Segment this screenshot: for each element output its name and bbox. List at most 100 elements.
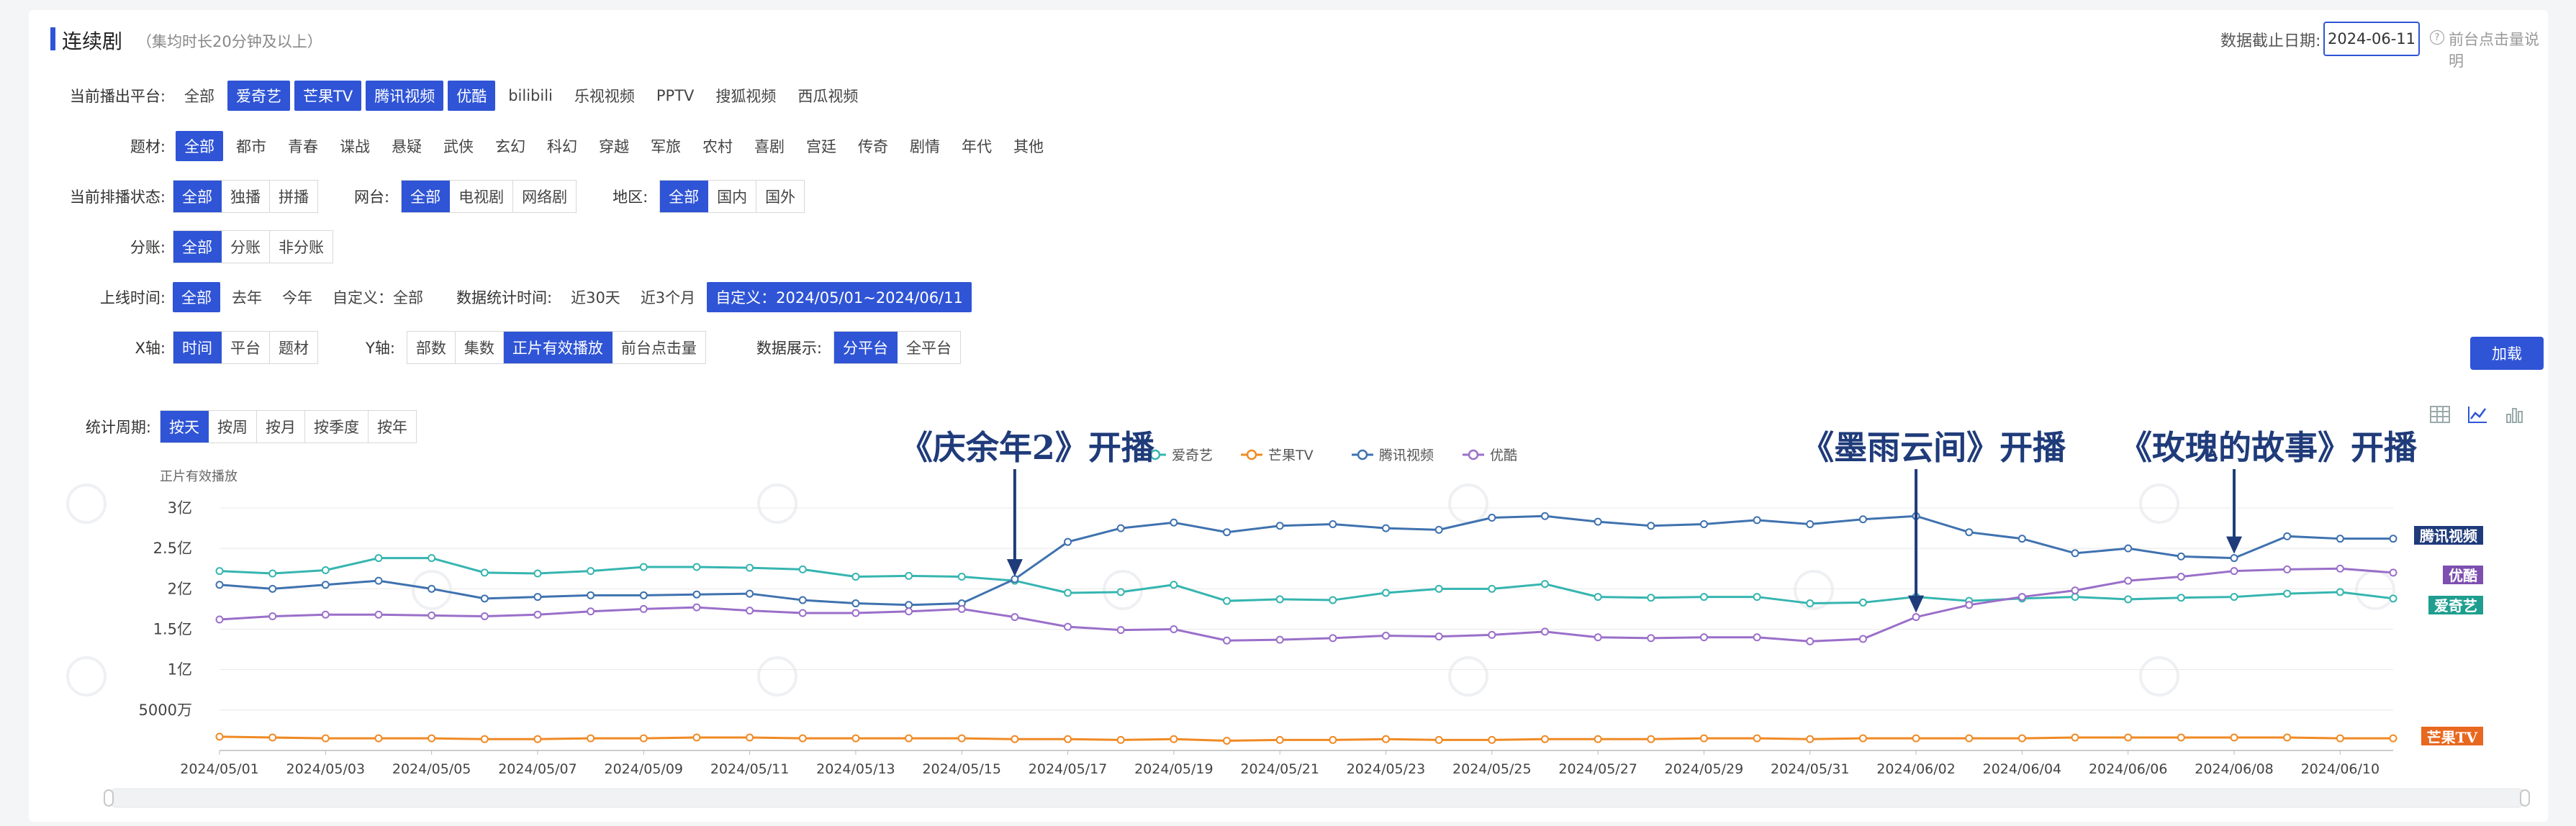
online-time-filter-option[interactable]: 去年 <box>232 289 262 307</box>
x-axis-filter-option[interactable]: 时间 <box>173 332 222 363</box>
genre-filter-option[interactable]: 其他 <box>1013 138 1044 155</box>
platform-filter-option[interactable]: bilibili <box>508 87 553 104</box>
network-filter-option[interactable]: 网络剧 <box>522 189 568 206</box>
data-point <box>1223 737 1231 745</box>
display-filter-option[interactable]: 分平台 <box>833 332 898 363</box>
stat-time-filter-option[interactable]: 自定义：2024/05/01~2024/06/11 <box>707 282 972 312</box>
help-link[interactable]: 前台点击量说明 <box>2449 31 2539 70</box>
legend-marker <box>1246 449 1257 460</box>
genre-filter-option[interactable]: 军旅 <box>651 138 681 155</box>
split-filter-option[interactable]: 全部 <box>173 231 222 263</box>
data-point <box>798 734 807 743</box>
split-filter-option[interactable]: 分账 <box>222 231 270 263</box>
network-filter: 全部 电视剧 网络剧 <box>401 180 577 213</box>
data-point <box>1275 635 1284 644</box>
genre-filter-option[interactable]: 武侠 <box>443 138 474 155</box>
stat-time-filter-option[interactable]: 近3个月 <box>640 289 696 307</box>
genre-filter-option[interactable]: 悬疑 <box>392 138 422 155</box>
platform-filter-option[interactable]: 全部 <box>184 88 214 105</box>
region-filter-option[interactable]: 全部 <box>660 181 709 212</box>
genre-filter-option[interactable]: 科幻 <box>547 138 577 155</box>
status-filter-option[interactable]: 拼播 <box>279 189 309 206</box>
genre-filter-option[interactable]: 喜剧 <box>754 138 785 155</box>
data-point <box>1223 596 1231 605</box>
y-axis-filter-option[interactable]: 集数 <box>456 332 504 363</box>
genre-filter-option[interactable]: 传奇 <box>858 138 888 155</box>
y-axis-filter-option[interactable]: 正片有效播放 <box>503 332 613 363</box>
period-filter-option[interactable]: 按月 <box>257 411 305 442</box>
platform-filter-option[interactable]: 搜狐视频 <box>715 88 777 105</box>
online-time-filter-option[interactable]: 全部 <box>173 282 220 312</box>
data-point <box>1540 580 1549 589</box>
x-tick-label: 2024/05/27 <box>1558 761 1637 777</box>
data-point <box>905 571 913 580</box>
online-time-filter-option[interactable]: 自定义：全部 <box>333 289 423 307</box>
status-filter-label: 当前排播状态: <box>69 189 166 206</box>
platform-filter-option[interactable]: 西瓜视频 <box>797 88 859 105</box>
genre-filter-option[interactable]: 穿越 <box>599 138 629 155</box>
question-icon[interactable]: ? <box>2430 30 2444 45</box>
x-tick-label: 2024/05/29 <box>1665 761 1744 777</box>
platform-filter-option[interactable]: 乐视视频 <box>574 88 635 105</box>
date-picker[interactable]: 2024-06-11 <box>2323 22 2420 56</box>
data-point <box>2230 593 2238 602</box>
platform-filter-option[interactable]: 优酷 <box>448 81 496 111</box>
genre-filter-option[interactable]: 宫廷 <box>806 138 836 155</box>
network-filter-label: 网台: <box>354 189 390 206</box>
status-filter-option[interactable]: 独播 <box>222 181 270 212</box>
genre-filter-option[interactable]: 青春 <box>288 138 318 155</box>
x-axis-filter-option[interactable]: 题材 <box>279 340 309 357</box>
page-subtitle: （集均时长20分钟及以上） <box>137 33 322 50</box>
genre-filter-option[interactable]: 剧情 <box>910 138 940 155</box>
y-axis-filter-option[interactable]: 部数 <box>407 332 456 363</box>
y-tick-label: 5000万 <box>139 702 192 719</box>
period-filter-option[interactable]: 按周 <box>209 411 257 442</box>
axes-row: 时间 平台 题材 Y轴: 部数 集数 正片有效播放 前台点击量 数据展示: 分平台 全平台 <box>173 331 961 364</box>
platform-filter-option[interactable]: 腾讯视频 <box>366 81 444 111</box>
period-filter-option[interactable]: 按年 <box>377 419 407 436</box>
genre-filter-option[interactable]: 谍战 <box>340 138 370 155</box>
x-tick-label: 2024/06/08 <box>2195 761 2274 777</box>
platform-filter-option[interactable]: 爱奇艺 <box>227 81 290 111</box>
load-button[interactable]: 加载 <box>2470 337 2544 370</box>
bar-chart-icon[interactable] <box>2504 404 2526 425</box>
line-chart-icon[interactable] <box>2467 404 2488 425</box>
split-filter-option[interactable]: 非分账 <box>279 239 324 256</box>
platform-filter-option[interactable]: PPTV <box>656 87 695 104</box>
data-point <box>2017 734 2026 743</box>
platform-filter-option[interactable]: 芒果TV <box>294 81 362 111</box>
network-filter-option[interactable]: 全部 <box>402 181 451 212</box>
data-point <box>1806 637 1815 645</box>
x-tick-label: 2024/05/31 <box>1771 761 1850 777</box>
data-point <box>746 589 754 598</box>
display-filter-option[interactable]: 全平台 <box>905 340 952 357</box>
legend-label: 优酷 <box>1490 448 1517 463</box>
x-axis-filter-option[interactable]: 平台 <box>222 332 270 363</box>
genre-filter-option[interactable]: 全部 <box>176 131 223 161</box>
data-point <box>1275 595 1284 604</box>
genre-filter-option[interactable]: 都市 <box>236 138 266 155</box>
date-label: 数据截止日期: <box>2220 32 2321 50</box>
genre-filter-option[interactable]: 农村 <box>702 138 733 155</box>
zoom-slider-handle-right[interactable] <box>2520 789 2530 807</box>
region-filter-option[interactable]: 国内 <box>708 181 757 212</box>
data-point <box>1858 635 1867 643</box>
y-axis-filter-option[interactable]: 前台点击量 <box>620 340 697 357</box>
data-point <box>2177 552 2185 560</box>
data-point <box>2177 733 2185 742</box>
region-filter-option[interactable]: 国外 <box>765 189 796 206</box>
table-view-icon[interactable] <box>2429 404 2451 425</box>
zoom-slider-handle-left[interactable] <box>104 789 114 807</box>
data-point <box>1540 627 1549 636</box>
online-time-filter-option[interactable]: 今年 <box>282 289 312 307</box>
network-filter-option[interactable]: 电视剧 <box>450 181 514 212</box>
stat-time-filter-option[interactable]: 近30天 <box>571 289 620 307</box>
status-filter-option[interactable]: 全部 <box>173 181 222 212</box>
period-filter-option[interactable]: 按天 <box>161 411 209 442</box>
genre-filter-option[interactable]: 玄幻 <box>495 138 525 155</box>
genre-filter-option[interactable]: 年代 <box>962 138 992 155</box>
period-filter-option[interactable]: 按季度 <box>305 411 369 442</box>
data-point <box>2283 565 2292 573</box>
data-point <box>639 591 648 599</box>
